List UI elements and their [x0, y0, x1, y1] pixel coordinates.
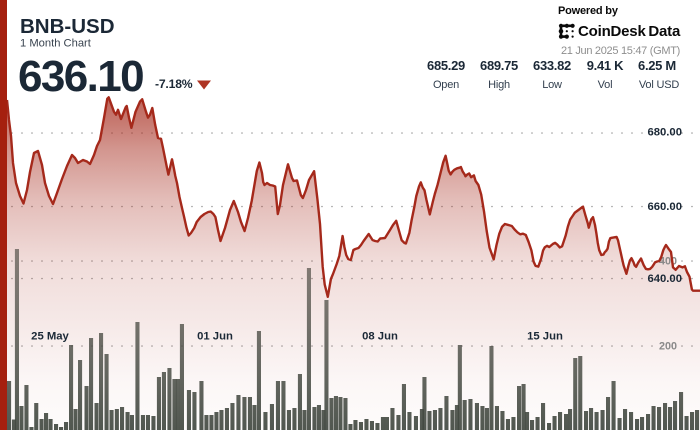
svg-text:Open: Open	[433, 79, 459, 91]
svg-text:680.00: 680.00	[647, 126, 682, 138]
svg-text:Powered by: Powered by	[558, 5, 619, 17]
svg-text:9.41 K: 9.41 K	[587, 58, 624, 73]
svg-text:640.00: 640.00	[647, 273, 682, 285]
svg-text:08 Jun: 08 Jun	[362, 331, 398, 343]
svg-text:BNB-USD: BNB-USD	[20, 15, 115, 38]
svg-text:CoinDesk Data: CoinDesk Data	[578, 23, 681, 40]
svg-text:200: 200	[659, 341, 677, 353]
svg-text:Vol USD: Vol USD	[639, 79, 679, 91]
svg-text:1 Month Chart: 1 Month Chart	[20, 38, 92, 50]
svg-text:689.75: 689.75	[480, 58, 518, 73]
svg-text:25 May: 25 May	[31, 331, 69, 343]
svg-text:660.00: 660.00	[647, 201, 682, 213]
svg-text:01 Jun: 01 Jun	[197, 331, 233, 343]
svg-text:-7.18%: -7.18%	[155, 77, 193, 91]
svg-text:685.29: 685.29	[427, 58, 465, 73]
svg-text:Vol: Vol	[598, 79, 613, 91]
svg-text:636.10: 636.10	[18, 52, 143, 101]
svg-text:Low: Low	[542, 79, 562, 91]
svg-text:15 Jun: 15 Jun	[527, 331, 563, 343]
svg-text:6.25 M: 6.25 M	[638, 58, 676, 73]
svg-text:High: High	[488, 79, 510, 91]
svg-text:633.82: 633.82	[533, 58, 571, 73]
svg-text:21 Jun 2025 15:47 (GMT): 21 Jun 2025 15:47 (GMT)	[561, 45, 680, 57]
